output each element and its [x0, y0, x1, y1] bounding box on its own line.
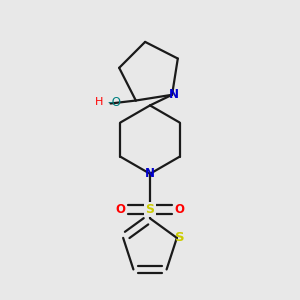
Text: S: S	[146, 203, 154, 216]
Text: N: N	[169, 88, 178, 101]
Text: N: N	[145, 167, 155, 180]
Text: O: O	[115, 203, 125, 216]
Text: S: S	[175, 231, 184, 244]
Text: O: O	[175, 203, 185, 216]
Text: H: H	[95, 97, 103, 107]
Text: -O: -O	[108, 95, 122, 109]
